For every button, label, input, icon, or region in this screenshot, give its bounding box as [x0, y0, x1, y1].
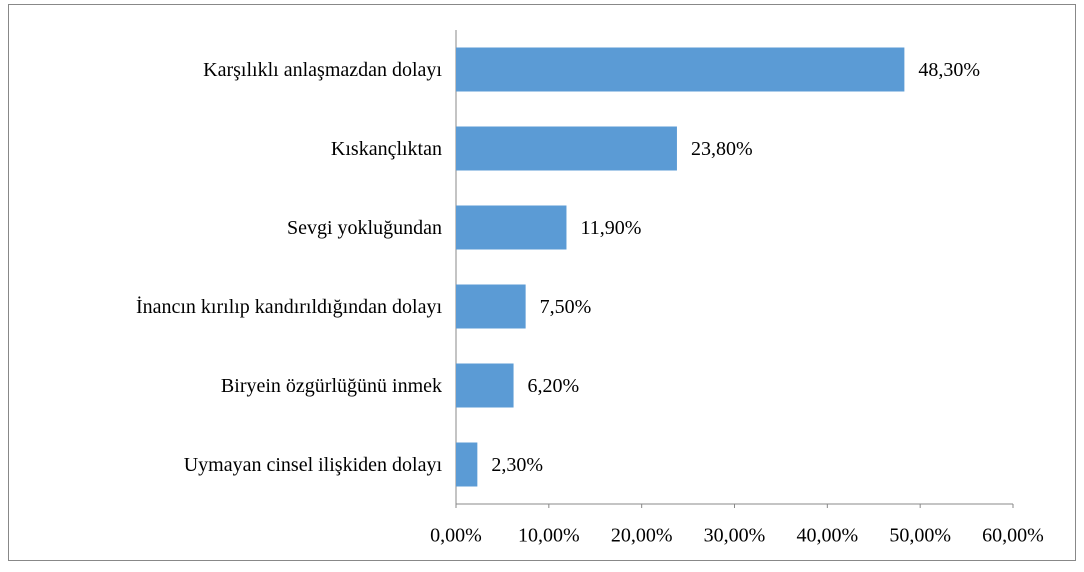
x-tick-label: 40,00% [796, 525, 858, 547]
bar [456, 126, 677, 171]
data-label: 48,30% [918, 59, 980, 81]
data-label: 11,90% [580, 217, 641, 239]
bar [456, 284, 526, 329]
data-label: 7,50% [540, 296, 592, 318]
y-tick-label: İnancın kırılıp kandırıldığından dolayı [136, 295, 442, 318]
y-tick-label: Biryein özgürlüğünü inmek [221, 375, 442, 397]
x-tick-label: 50,00% [889, 525, 951, 547]
bar [456, 442, 478, 487]
y-tick-label: Sevgi yokluğundan [287, 217, 442, 239]
bar [456, 205, 567, 250]
y-tick-label: Karşılıklı anlaşmazdan dolayı [203, 59, 442, 81]
x-tick-label: 20,00% [611, 525, 673, 547]
bar [456, 363, 514, 408]
x-tick-label: 10,00% [518, 525, 580, 547]
data-label: 23,80% [691, 138, 753, 160]
data-label: 2,30% [491, 454, 543, 476]
x-tick-label: 0,00% [430, 525, 482, 547]
x-tick-label: 30,00% [704, 525, 766, 547]
x-tick-label: 60,00% [982, 525, 1044, 547]
data-label: 6,20% [528, 375, 580, 397]
chart-border [8, 4, 1076, 561]
y-tick-label: Uymayan cinsel ilişkiden dolayı [184, 454, 443, 476]
bar [456, 47, 905, 92]
y-tick-label: Kıskançlıktan [331, 138, 442, 160]
